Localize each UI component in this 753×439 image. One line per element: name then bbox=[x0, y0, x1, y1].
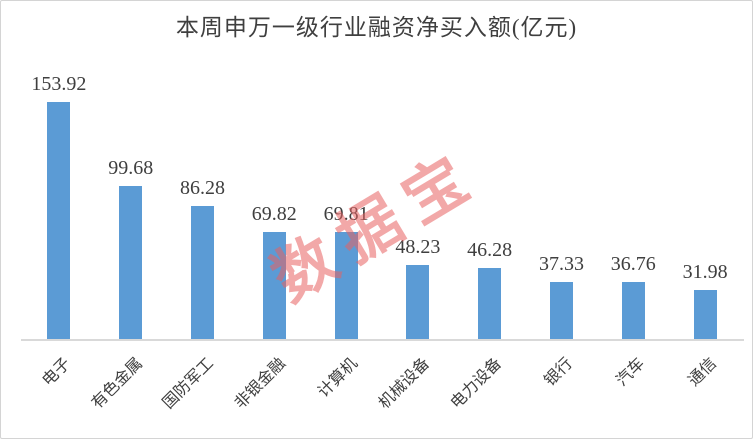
category-label: 非银金融 bbox=[232, 355, 290, 413]
category-label: 国防军工 bbox=[160, 355, 218, 413]
bar-column: 86.28 国防军工 bbox=[160, 59, 239, 412]
bar bbox=[693, 289, 717, 339]
bar-column: 69.81 计算机 bbox=[310, 59, 382, 401]
value-label: 48.23 bbox=[395, 235, 441, 258]
value-label: 31.98 bbox=[682, 260, 728, 283]
bar bbox=[406, 264, 430, 339]
bar bbox=[334, 231, 358, 339]
bar bbox=[262, 231, 286, 339]
category-label: 计算机 bbox=[315, 355, 362, 401]
value-label: 153.92 bbox=[31, 73, 87, 96]
plot-area: 153.92 电子 99.68 有色金属 86.28 国防军工 69.82 非银金融 69.81… bbox=[23, 59, 741, 413]
category-label: 电力设备 bbox=[447, 355, 505, 413]
x-axis-line bbox=[21, 339, 744, 341]
value-label: 69.82 bbox=[251, 202, 297, 225]
category-label: 通信 bbox=[685, 355, 721, 390]
bar-column: 48.23 机械设备 bbox=[376, 59, 454, 412]
bar bbox=[47, 102, 71, 339]
bar-column: 31.98 通信 bbox=[669, 59, 741, 390]
category-label: 银行 bbox=[541, 355, 577, 390]
value-label: 69.81 bbox=[323, 202, 369, 225]
value-label: 36.76 bbox=[610, 253, 656, 276]
bar bbox=[119, 185, 143, 339]
value-label: 46.28 bbox=[467, 238, 513, 261]
chart-title: 本周申万一级行业融资净买入额(亿元) bbox=[175, 15, 578, 40]
bar bbox=[478, 267, 502, 339]
category-label: 汽车 bbox=[613, 355, 649, 390]
bar-column: 36.76 汽车 bbox=[597, 59, 669, 389]
bar bbox=[621, 282, 645, 339]
bar-column: 153.92 电子 bbox=[23, 59, 95, 389]
bar bbox=[549, 281, 573, 339]
bar-column: 99.68 有色金属 bbox=[88, 59, 167, 413]
category-label: 电子 bbox=[39, 355, 74, 390]
bar bbox=[190, 206, 214, 339]
value-label: 86.28 bbox=[179, 177, 225, 200]
bar-column: 69.82 非银金融 bbox=[232, 59, 310, 413]
bar-column: 46.28 电力设备 bbox=[447, 59, 526, 412]
value-label: 99.68 bbox=[108, 156, 154, 179]
value-label: 37.33 bbox=[538, 252, 584, 275]
category-label: 有色金属 bbox=[88, 355, 146, 413]
bar-column: 37.33 银行 bbox=[526, 59, 598, 390]
category-label: 机械设备 bbox=[375, 355, 433, 413]
